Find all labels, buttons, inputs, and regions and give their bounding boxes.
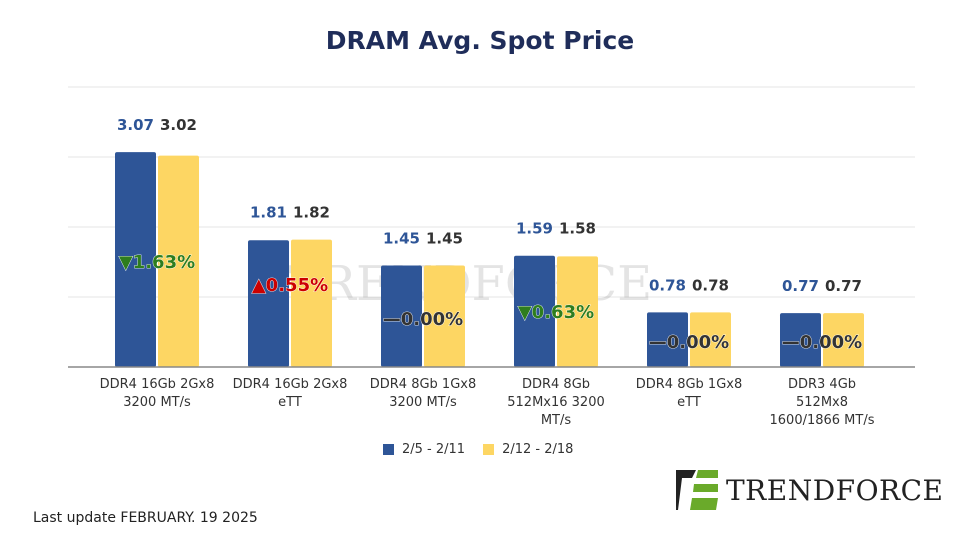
category-label: MT/s — [541, 413, 572, 428]
category-label: DDR4 8Gb 1Gx8 — [636, 377, 743, 392]
data-label: 0.78 — [692, 276, 729, 294]
trendforce-logo-icon — [676, 470, 718, 510]
change-label: ▼1.63% — [119, 252, 195, 273]
category-label: 3200 MT/s — [123, 395, 191, 410]
legend-item-series-1: 2/5 - 2/11 — [383, 442, 465, 457]
bar — [514, 255, 555, 367]
change-label: ▼0.63% — [518, 302, 594, 323]
legend-swatch — [383, 444, 394, 455]
data-label: 0.77 — [825, 277, 862, 295]
category-label: 512Mx16 3200 — [507, 395, 604, 410]
trendforce-logo: TRENDFORCE — [676, 470, 943, 510]
chart-title: DRAM Avg. Spot Price — [325, 26, 635, 55]
category-label: 1600/1866 MT/s — [770, 413, 875, 428]
legend-label: 2/12 - 2/18 — [502, 442, 574, 457]
category-label: DDR4 8Gb — [522, 377, 590, 392]
data-label: 1.81 — [250, 204, 287, 222]
category-label: DDR4 16Gb 2Gx8 — [100, 377, 215, 392]
legend-item-series-2: 2/12 - 2/18 — [483, 442, 573, 457]
change-label: —0.00% — [782, 332, 862, 353]
bar — [381, 265, 422, 367]
legend-swatch — [483, 444, 495, 455]
data-label: 3.02 — [160, 116, 197, 134]
bar — [557, 256, 598, 367]
last-update-text: Last update FEBRUARY. 19 2025 — [33, 510, 258, 526]
change-label: —0.00% — [649, 332, 729, 353]
bar — [647, 312, 688, 367]
bar — [780, 313, 821, 367]
bar — [248, 240, 289, 367]
data-label: 3.07 — [117, 116, 154, 134]
data-label: 1.58 — [559, 220, 596, 238]
data-label: 1.82 — [293, 204, 330, 222]
category-label: eTT — [677, 395, 701, 410]
data-label: 0.78 — [649, 276, 686, 294]
bar — [158, 155, 199, 367]
data-label: 1.45 — [383, 230, 420, 248]
trendforce-logo-text: TRENDFORCE — [726, 473, 944, 507]
data-label: 0.77 — [782, 277, 819, 295]
bar — [291, 239, 332, 367]
category-label: 512Mx8 — [796, 395, 848, 410]
legend-label: 2/5 - 2/11 — [402, 442, 466, 457]
category-label: DDR4 16Gb 2Gx8 — [233, 377, 348, 392]
bar — [690, 312, 731, 367]
category-label: DDR3 4Gb — [788, 377, 856, 392]
data-label: 1.59 — [516, 220, 553, 238]
bar — [424, 265, 465, 367]
change-label: —0.00% — [383, 309, 463, 330]
data-label: 1.45 — [426, 230, 463, 248]
category-label: 3200 MT/s — [389, 395, 457, 410]
legend: 2/5 - 2/11 2/12 - 2/18 — [383, 442, 573, 457]
bar — [115, 152, 156, 367]
bar — [823, 313, 864, 367]
change-label: ▲0.55% — [252, 275, 328, 296]
category-label: DDR4 8Gb 1Gx8 — [370, 377, 477, 392]
category-label: eTT — [278, 395, 302, 410]
